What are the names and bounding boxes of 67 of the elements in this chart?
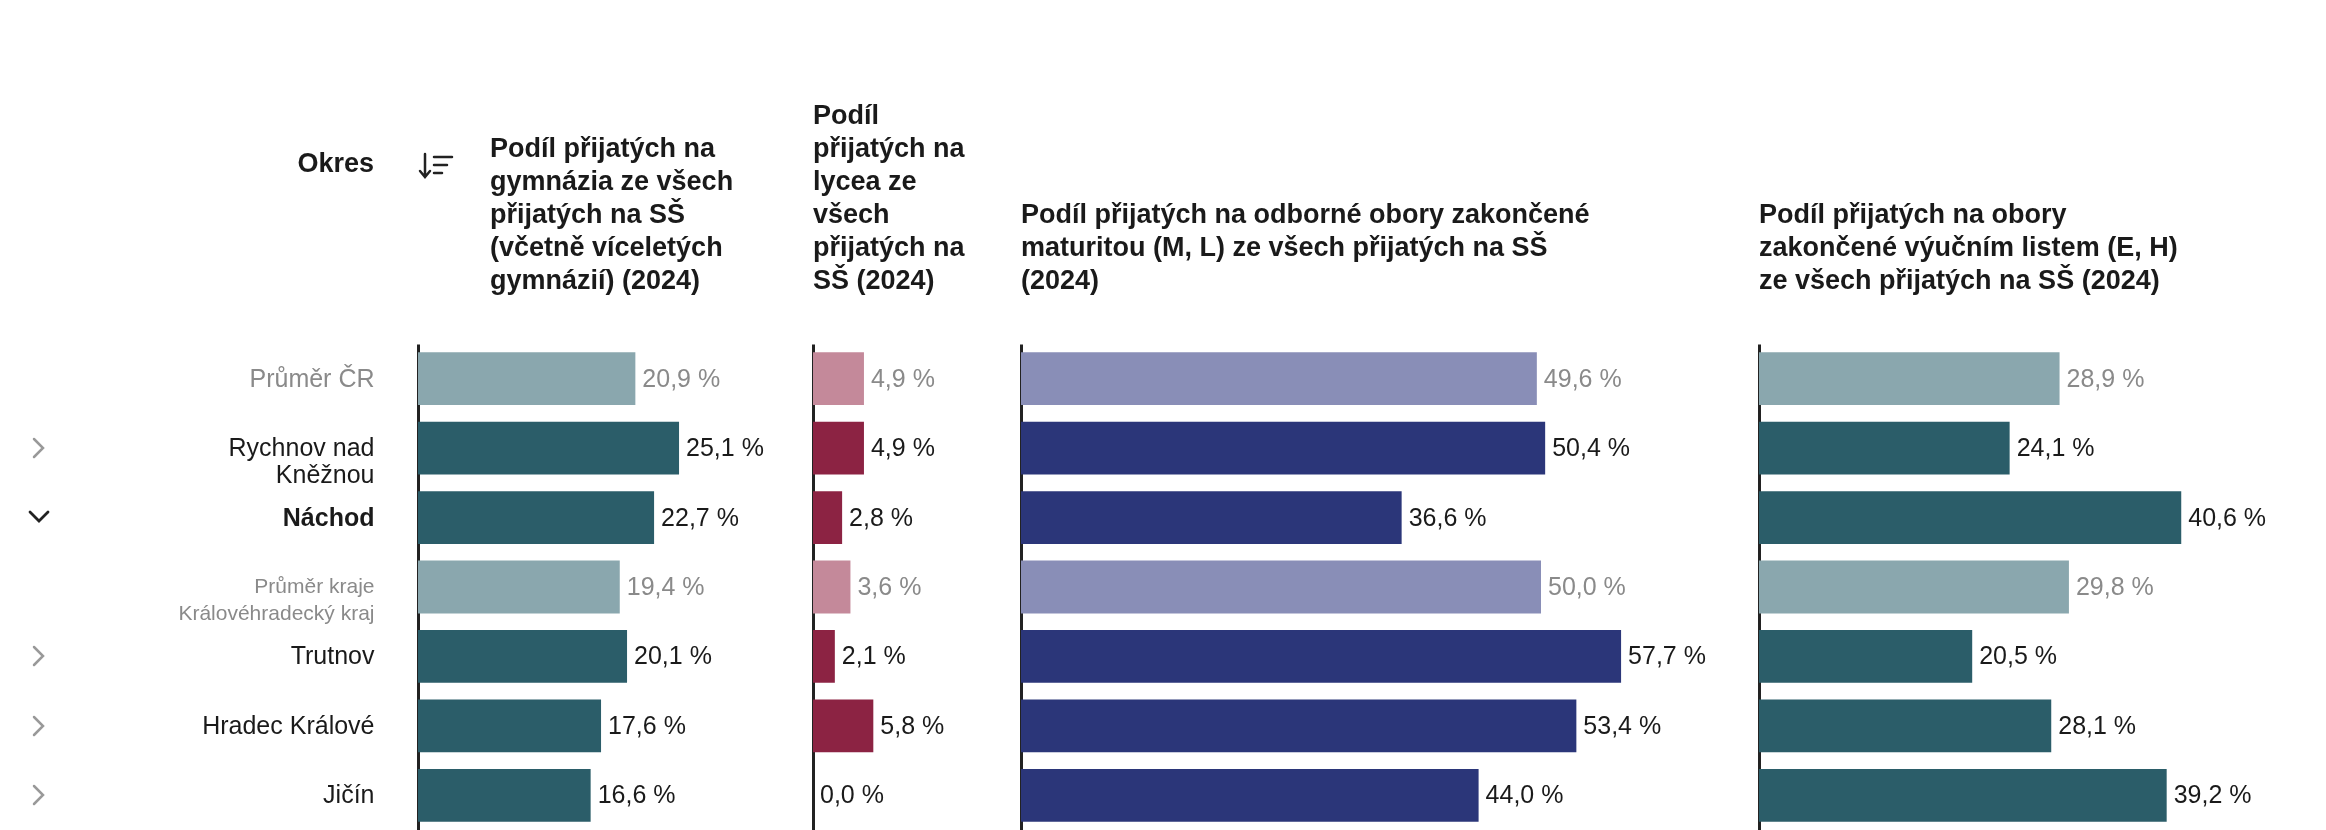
data-label: 57,7 % [1628, 641, 1706, 670]
data-label: 5,8 % [880, 710, 945, 739]
data-label: 24,1 % [2016, 433, 2095, 462]
bar [813, 352, 864, 406]
data-label: 20,5 % [1979, 641, 2058, 670]
data-label: 28,1 % [2058, 710, 2137, 739]
data-label: 29,8 % [2075, 572, 2154, 600]
bar [1759, 768, 2167, 822]
data-label: 20,9 % [642, 363, 721, 392]
bar [418, 491, 655, 544]
data-label: 2,1 % [841, 641, 906, 670]
data-label: 19,4 % [626, 572, 705, 600]
bar [1759, 491, 2182, 544]
data-label: 44,0 % [1485, 780, 1564, 809]
data-label: 20,1 % [634, 641, 712, 670]
bar [418, 768, 591, 822]
bar [1759, 421, 2010, 475]
y-tick-label: Hradec Králové [202, 710, 375, 739]
data-label: 25,1 % [686, 433, 764, 462]
bar [418, 560, 620, 614]
bar [813, 630, 835, 683]
y-tick-label: Jičín [323, 780, 375, 809]
bar [1759, 699, 2052, 753]
data-label: 49,6 % [1543, 363, 1622, 392]
data-label: 4,9 % [870, 363, 935, 392]
bar [418, 352, 636, 406]
bar [1021, 699, 1577, 753]
bar [418, 699, 602, 753]
data-label: 4,9 % [870, 433, 935, 462]
bar [813, 560, 851, 614]
bar [418, 630, 628, 683]
data-label: 53,4 % [1583, 710, 1662, 739]
bar [1759, 560, 2069, 614]
data-label: 3,6 % [857, 572, 922, 600]
bar [1021, 768, 1479, 822]
bar [813, 699, 874, 753]
bar [1021, 560, 1541, 614]
bar [418, 421, 680, 475]
data-label: 16,6 % [597, 780, 676, 809]
bar [1021, 352, 1537, 406]
chart-title: Podíl přijatých na obory zakončené výučním listem (E, H) ze všech přijatých na SŠ (2024) [1759, 199, 2178, 295]
y-tick-label: Náchod [282, 502, 375, 531]
data-label: 28,9 % [2066, 363, 2145, 392]
data-label: 22,7 % [661, 502, 739, 531]
bar [1759, 630, 1973, 683]
y-tick-label: Trutnov [290, 641, 375, 670]
data-label: 50,0 % [1548, 572, 1626, 600]
bar [1021, 630, 1622, 683]
bar [813, 491, 843, 544]
bar [1021, 421, 1546, 475]
chart-title: Podíl přijatých na gymnázia ze všech přijatých na SŠ (včetně víceletých gymnázií) (2024) [490, 133, 734, 295]
data-label: 17,6 % [608, 710, 686, 739]
y-tick-label: Rychnov nad Kněžnou [228, 433, 375, 489]
data-label: 2,8 % [849, 502, 914, 531]
bar [1759, 352, 2060, 406]
data-label: 40,6 % [2188, 502, 2267, 531]
y-axis-title: Okres [297, 148, 374, 179]
data-label: 39,2 % [2173, 780, 2252, 809]
y-tick-label: Průměr kraje Královéhradecký kraj [178, 574, 375, 624]
chart-title: Podíl přijatých na odborné obory zakončené maturitou (M, L) ze všech přijatých na SŠ (2024) [1021, 199, 1590, 295]
bar [813, 421, 864, 475]
bar [1021, 491, 1402, 544]
data-label: 0,0 % [820, 780, 884, 809]
chart-title: Podíl přijatých na lycea ze všech přijatých na SŠ (2024) [813, 100, 966, 295]
y-tick-label: Průměr ČR [249, 363, 375, 392]
data-label: 36,6 % [1408, 502, 1487, 531]
data-label: 50,4 % [1552, 433, 1630, 462]
